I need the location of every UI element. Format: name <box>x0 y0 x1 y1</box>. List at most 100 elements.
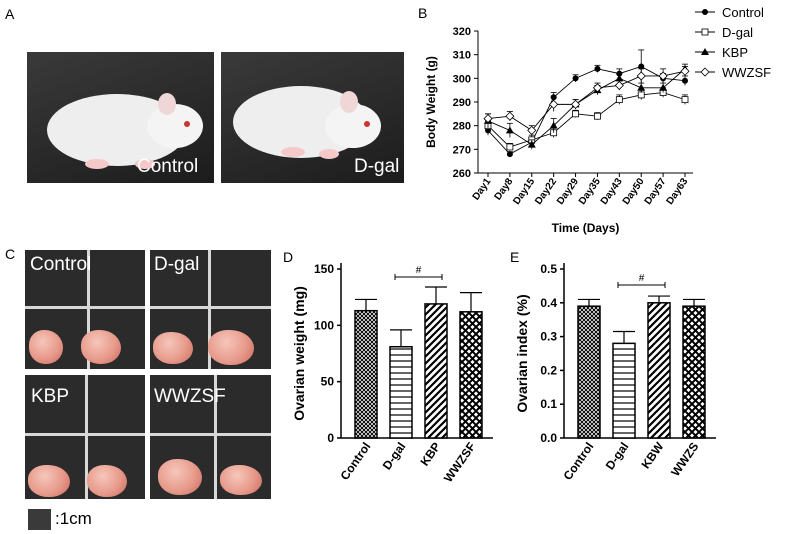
data-point <box>594 65 601 72</box>
y-tick-label: 50 <box>321 375 335 389</box>
bar-dgal <box>612 342 636 439</box>
data-point <box>614 80 624 90</box>
panel-e-letter: E <box>510 249 520 265</box>
data-point <box>570 99 581 109</box>
x-tick-label: D-gal <box>380 440 409 473</box>
bar-wwzs <box>682 305 706 439</box>
data-point <box>505 126 514 134</box>
significance-mark: # <box>416 265 422 276</box>
x-tick-label: KBW <box>639 439 667 471</box>
bar-kbw <box>647 302 671 439</box>
x-tick-label: Day29 <box>555 176 581 207</box>
y-tick-label: 150 <box>314 262 334 276</box>
data-point <box>527 140 536 148</box>
legend-marker <box>701 28 709 36</box>
data-point <box>549 99 559 109</box>
y-axis-title: Body Weight (g) <box>424 56 438 148</box>
data-point <box>505 111 515 121</box>
x-tick-label: Day57 <box>643 176 669 207</box>
y-tick-label: 320 <box>453 26 471 38</box>
legend-label: Control <box>722 5 764 20</box>
x-tick-label: WWZS <box>668 440 701 479</box>
y-tick-label: 280 <box>453 121 471 133</box>
data-point <box>637 83 646 91</box>
control-rat-photo: Control <box>27 52 214 183</box>
series-line <box>487 70 686 131</box>
x-tick-label: Day43 <box>599 176 625 207</box>
panel-c-letter: C <box>5 246 16 262</box>
dgal-caption: D-gal <box>354 156 400 177</box>
y-tick-label: 100 <box>314 318 334 332</box>
data-point <box>659 83 668 91</box>
legend-label: KBP <box>722 45 748 60</box>
series-kbp <box>484 63 689 150</box>
y-tick-label: 260 <box>453 168 471 180</box>
x-tick-label: Day15 <box>511 176 537 207</box>
x-tick-label: Day22 <box>533 176 559 207</box>
y-tick-label: 0.4 <box>540 296 557 310</box>
series-wwzsf <box>483 66 690 136</box>
x-tick-label: KBP <box>417 440 443 469</box>
data-point <box>615 96 623 104</box>
data-point <box>637 91 645 99</box>
data-point <box>636 71 646 81</box>
data-point <box>572 110 579 118</box>
data-point <box>483 114 493 124</box>
ovarian-weight-chart: 0 50 100 150 Ovarian weight (mg) Control D-gal… <box>291 262 493 485</box>
panel-a-letter: A <box>5 6 15 22</box>
scale-bar-square <box>28 509 51 530</box>
panel-d-letter: D <box>283 249 294 265</box>
y-axis-title: Ovarian weight (mg) <box>291 286 307 421</box>
ovary-photo-wwzsf: WWZSF <box>150 375 271 499</box>
bar-wwzsf <box>459 311 483 439</box>
legend-marker <box>700 67 710 77</box>
y-axis-title: Ovarian index (%) <box>514 294 530 412</box>
x-axis-title: Time (Days) <box>552 221 620 235</box>
y-tick-label: 300 <box>453 73 471 85</box>
y-tick-label: 290 <box>453 97 471 109</box>
y-tick-label: 270 <box>453 144 471 156</box>
data-point <box>615 74 624 82</box>
rat-illustration <box>233 86 381 159</box>
y-tick-label: 0.3 <box>540 330 557 344</box>
scale-bar-label: :1cm <box>55 509 92 528</box>
legend-label: WWZSF <box>722 65 771 80</box>
series-line <box>487 92 686 148</box>
x-tick-label: Day50 <box>621 176 647 207</box>
y-tick-label: 0 <box>327 431 334 445</box>
y-tick-label: 0.5 <box>540 262 557 276</box>
bar-control <box>577 305 601 439</box>
ovary-photo-dgal: D-gal <box>150 250 271 369</box>
dgal-rat-photo: D-gal <box>221 52 404 183</box>
bar-control <box>354 309 378 439</box>
bar-dgal <box>389 345 413 439</box>
data-point <box>638 63 645 70</box>
y-tick-label: 0.2 <box>540 363 557 377</box>
panel-b-letter: B <box>418 5 428 21</box>
y-tick-label: 310 <box>453 50 471 62</box>
significance-mark: # <box>639 273 645 284</box>
data-point <box>682 77 688 84</box>
x-tick-label: Day1 <box>471 176 494 202</box>
y-tick-label: 0.1 <box>540 397 557 411</box>
data-point <box>506 151 513 158</box>
x-tick-label: Control <box>561 440 597 483</box>
series-line <box>487 68 686 146</box>
tile-label-wwzsf: WWZSF <box>154 386 226 407</box>
tile-label-control: Control <box>30 254 92 275</box>
ovary-photo-kbp: KBP <box>25 375 145 499</box>
ovarian-index-chart: 0.0 0.1 0.2 0.3 0.4 0.5 Ovarian index (%) Contr… <box>514 262 716 483</box>
control-caption: Control <box>137 156 199 177</box>
series-line <box>487 66 686 155</box>
ovary-photo-control: Control <box>25 250 145 369</box>
x-tick-label: D-gal <box>603 440 632 473</box>
x-tick-label: Day63 <box>665 176 691 207</box>
y-tick-label: 0.0 <box>540 431 557 445</box>
data-point <box>506 143 514 151</box>
data-point <box>681 96 689 104</box>
x-tick-label: WWZSF <box>441 440 478 485</box>
legend-label: D-gal <box>722 25 753 40</box>
legend-marker <box>702 9 708 15</box>
data-point <box>527 125 537 135</box>
